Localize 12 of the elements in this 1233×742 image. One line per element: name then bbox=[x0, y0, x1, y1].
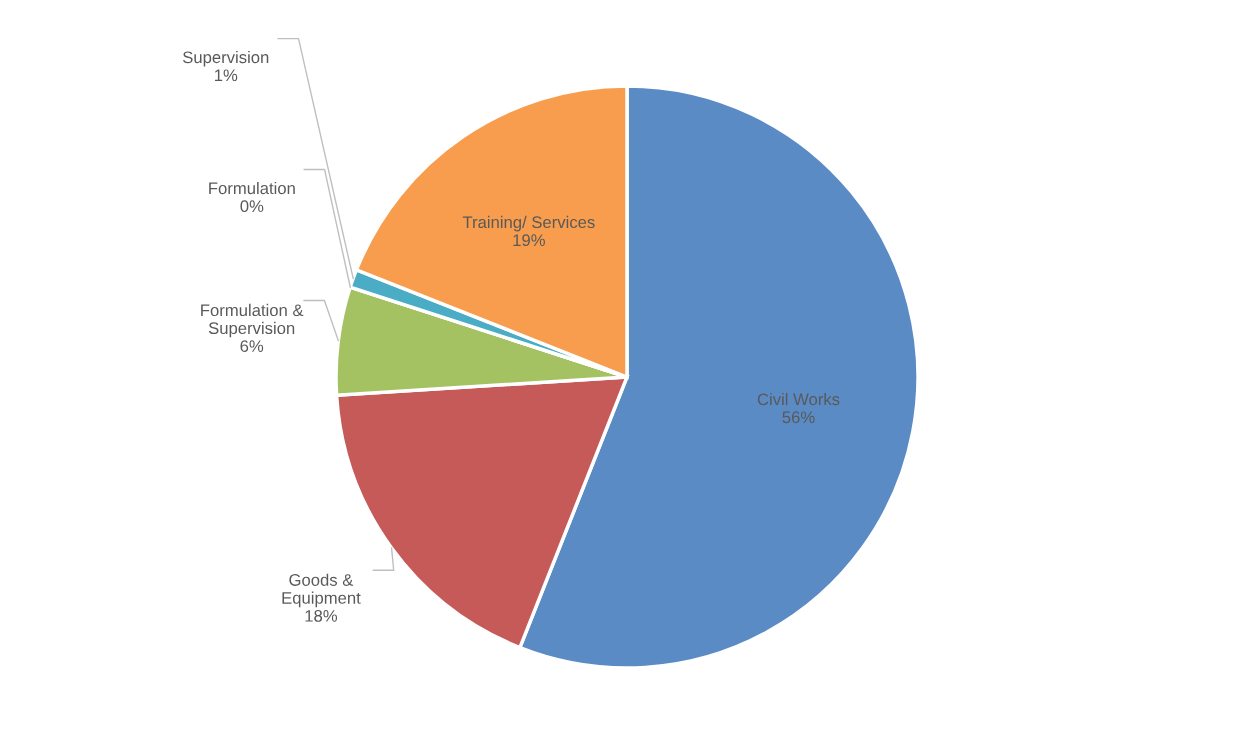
data-label: 19% bbox=[513, 234, 545, 247]
slice-label: Goods & Equipment bbox=[282, 573, 361, 608]
data-label: 1% bbox=[215, 69, 238, 82]
slice-label: Formulation & Supervision bbox=[201, 303, 304, 338]
category-label: Formulation bbox=[209, 181, 295, 195]
slice-label: Supervision bbox=[182, 50, 269, 67]
slice-label: Training/ Services bbox=[462, 215, 595, 232]
data-label: 56% bbox=[782, 411, 815, 424]
text: 0% bbox=[240, 200, 264, 213]
data-label: 18% bbox=[305, 609, 338, 622]
slice-label: Civil Works bbox=[757, 392, 840, 406]
data-label: 6% bbox=[240, 340, 264, 353]
